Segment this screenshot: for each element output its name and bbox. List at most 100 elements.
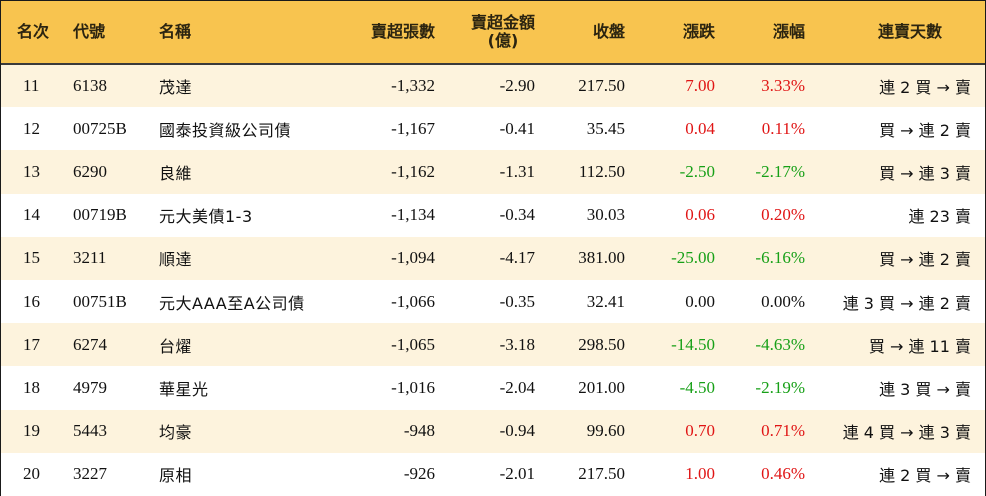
cell-streak: 連 3 買 → 賣 [879,379,971,399]
cell-name: 均豪 [159,423,193,443]
table-row[interactable]: 12 00725B 國泰投資級公司債 -1,167 -0.41 35.45 0.04 0.11… [1,107,985,151]
cell-change: 0.04 [685,118,715,138]
cell-close: 217.50 [578,464,625,484]
table-row[interactable]: 17 6274 台燿 -1,065 -3.18 298.50 -14.50 -4.63% 買 →… [1,323,985,367]
header-close[interactable]: 收盤 [535,1,625,65]
header-rank[interactable]: 名次 [1,1,73,65]
table-row[interactable]: 11 6138 茂達 -1,332 -2.90 217.50 7.00 3.33% 連 2 買 … [1,64,985,108]
cell-close: 217.50 [578,76,625,96]
header-name[interactable]: 名稱 [159,1,345,65]
cell-streak: 連 3 買 → 連 2 賣 [842,293,971,313]
cell-net-sell-amount: -4.17 [499,248,535,268]
cell-net-sell-amount: -0.94 [499,421,535,441]
cell-code: 6138 [73,76,107,96]
cell-change-pct: 0.20% [761,205,805,225]
cell-rank: 16 [23,291,40,311]
cell-change: 7.00 [685,76,715,96]
cell-name: 原相 [159,466,193,486]
cell-change-pct: 0.00% [761,291,805,311]
header-change[interactable]: 漲跌 [625,1,715,65]
cell-change-pct: 0.71% [761,421,805,441]
cell-change: 1.00 [685,464,715,484]
cell-name: 元大美債1-3 [159,207,253,227]
header-net-sell-amount[interactable]: 賣超金額 (億) [435,1,535,65]
cell-code: 3227 [73,464,107,484]
cell-name: 國泰投資級公司債 [159,120,292,140]
cell-code: 6274 [73,334,107,354]
cell-close: 201.00 [578,377,625,397]
cell-name: 良維 [159,163,193,183]
cell-rank: 13 [23,161,40,181]
cell-net-sell-amount: -2.01 [499,464,535,484]
cell-streak: 買 → 連 2 賣 [879,250,971,270]
table-row[interactable]: 14 00719B 元大美債1-3 -1,134 -0.34 30.03 0.06 0.20%… [1,193,985,237]
cell-change-pct: -2.19% [755,377,805,397]
cell-change: 0.70 [685,421,715,441]
cell-code: 4979 [73,377,107,397]
cell-net-sell-amount: -1.31 [499,161,535,181]
cell-rank: 20 [23,464,40,484]
cell-rank: 15 [23,248,40,268]
cell-rank: 19 [23,421,40,441]
cell-name: 順達 [159,250,193,270]
cell-change-pct: -2.17% [755,161,805,181]
cell-change-pct: -6.16% [755,248,805,268]
table-row[interactable]: 20 3227 原相 -926 -2.01 217.50 1.00 0.46% 連 2 買 → … [1,452,985,496]
cell-rank: 14 [23,205,40,225]
cell-rank: 11 [23,76,40,96]
cell-streak: 連 23 賣 [908,207,971,227]
table-row[interactable]: 13 6290 良維 -1,162 -1.31 112.50 -2.50 -2.17% 買 → … [1,150,985,194]
cell-close: 30.03 [586,205,625,225]
cell-name: 華星光 [159,379,209,399]
cell-net-sell-amount: -2.90 [499,76,535,96]
table-body: 11 6138 茂達 -1,332 -2.90 217.50 7.00 3.33% 連 2 買 … [1,64,985,496]
cell-code: 6290 [73,161,107,181]
cell-change: -4.50 [679,377,715,397]
cell-name: 台燿 [159,336,193,356]
cell-close: 32.41 [586,291,625,311]
table-row[interactable]: 19 5443 均豪 -948 -0.94 99.60 0.70 0.71% 連 4 買 → 連… [1,409,985,453]
table-row[interactable]: 15 3211 順達 -1,094 -4.17 381.00 -25.00 -6.16% 買 →… [1,236,985,280]
cell-net-sell-shares: -926 [403,464,435,484]
header-code[interactable]: 代號 [73,1,159,65]
cell-net-sell-shares: -948 [403,421,435,441]
cell-close: 112.50 [578,161,625,181]
table-header-row: 名次 代號 名稱 賣超張數 賣超金額 (億) 收盤 漲跌 漲幅 連賣天數 [1,1,985,65]
cell-change: -14.50 [671,334,715,354]
table-row[interactable]: 16 00751B 元大AAA至A公司債 -1,066 -0.35 32.41 0.00 0.… [1,279,985,324]
table-row[interactable]: 18 4979 華星光 -1,016 -2.04 201.00 -4.50 -2.19% 連 3… [1,366,985,410]
cell-code: 5443 [73,421,107,441]
cell-close: 298.50 [578,334,625,354]
cell-change: -2.50 [679,161,715,181]
header-streak[interactable]: 連賣天數 [805,1,985,65]
cell-net-sell-shares: -1,094 [391,248,435,268]
cell-change-pct: 0.46% [761,464,805,484]
cell-name: 茂達 [159,78,193,98]
header-net-sell-amount-unit: (億) [487,31,519,50]
cell-net-sell-shares: -1,065 [391,334,435,354]
header-net-sell-shares[interactable]: 賣超張數 [345,1,435,65]
cell-streak: 買 → 連 11 賣 [868,336,971,356]
header-change-pct[interactable]: 漲幅 [715,1,805,65]
cell-name: 元大AAA至A公司債 [159,293,305,313]
header-net-sell-amount-label: 賣超金額 [470,13,535,32]
cell-net-sell-amount: -2.04 [499,377,535,397]
cell-net-sell-shares: -1,162 [391,161,435,181]
cell-net-sell-amount: -0.41 [499,118,535,138]
cell-net-sell-shares: -1,134 [391,205,435,225]
cell-net-sell-shares: -1,016 [391,377,435,397]
cell-code: 00751B [73,291,127,311]
cell-net-sell-shares: -1,332 [391,76,435,96]
cell-streak: 連 2 買 → 賣 [879,78,971,98]
cell-change: 0.06 [685,205,715,225]
cell-code: 00725B [73,118,127,138]
cell-rank: 18 [23,377,40,397]
cell-net-sell-amount: -3.18 [499,334,535,354]
cell-net-sell-amount: -0.35 [499,291,535,311]
cell-change: 0.00 [685,291,715,311]
cell-net-sell-shares: -1,066 [391,291,435,311]
cell-change-pct: 3.33% [761,76,805,96]
cell-streak: 買 → 連 2 賣 [879,120,971,140]
